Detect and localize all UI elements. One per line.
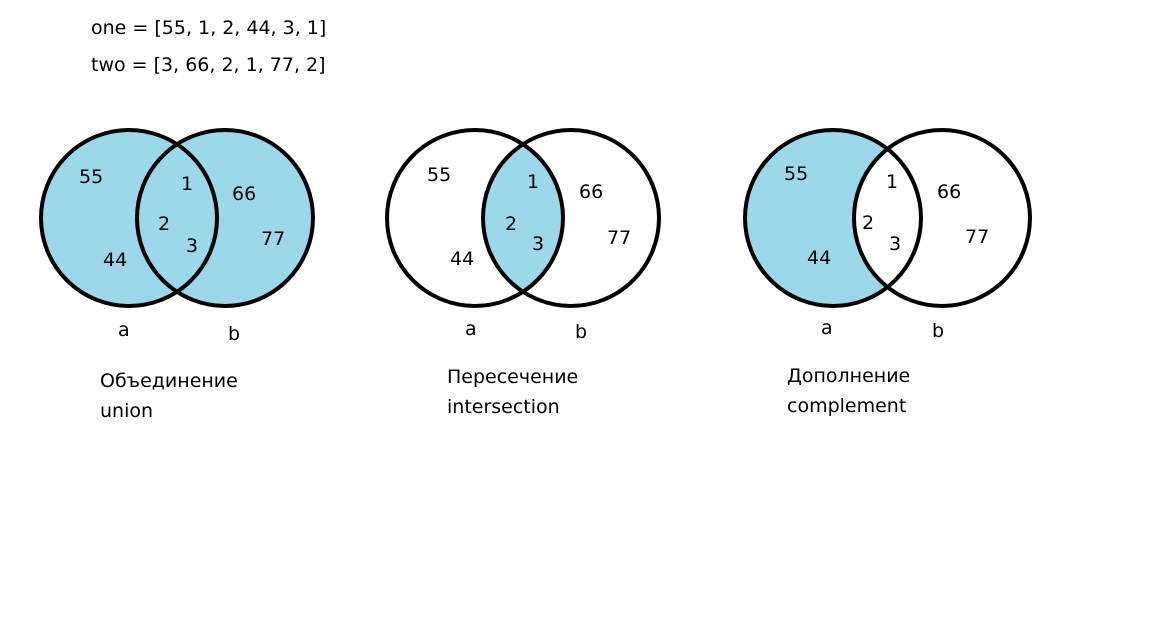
caption-english: union [100, 400, 154, 422]
element-66: 66 [937, 181, 961, 203]
element-1: 1 [886, 171, 898, 193]
element-55: 55 [427, 164, 451, 186]
caption-english: intersection [447, 396, 560, 418]
element-44: 44 [450, 248, 474, 270]
set-a-label: a [465, 318, 477, 340]
element-55: 55 [79, 166, 103, 188]
complement-diagram: 55 44 1 2 3 66 77 a b [743, 128, 1032, 342]
list-one-definition: one = [55, 1, 2, 44, 3, 1] [91, 17, 327, 39]
set-b-circle [852, 128, 1032, 308]
element-3: 3 [532, 233, 544, 255]
caption-russian: Дополнение [787, 365, 911, 387]
element-1: 1 [527, 171, 539, 193]
element-55: 55 [784, 163, 808, 185]
set-b-label: b [575, 321, 587, 343]
intersection-diagram: 55 44 1 2 3 66 77 a b [385, 128, 661, 343]
set-a-circle [385, 128, 565, 308]
element-77: 77 [607, 227, 631, 249]
set-b-circle [135, 128, 315, 308]
element-3: 3 [889, 233, 901, 255]
complement-caption: Дополнение complement [787, 361, 910, 421]
union-fill-b [137, 130, 313, 306]
intersection-fill [483, 130, 563, 306]
set-a-label: a [118, 319, 130, 341]
element-3: 3 [186, 235, 198, 257]
element-2: 2 [505, 213, 517, 235]
element-77: 77 [261, 228, 285, 250]
set-b-label: b [228, 323, 240, 345]
element-1: 1 [181, 173, 193, 195]
set-b-label: b [932, 320, 944, 342]
element-66: 66 [232, 183, 256, 205]
list-two-definition: two = [3, 66, 2, 1, 77, 2] [91, 54, 326, 76]
union-caption: Объединение union [100, 366, 238, 426]
set-a-circle [39, 128, 219, 308]
caption-russian: Объединение [100, 370, 238, 392]
element-44: 44 [103, 249, 127, 271]
set-a-label: a [821, 317, 833, 339]
element-2: 2 [862, 212, 874, 234]
element-77: 77 [965, 226, 989, 248]
element-2: 2 [158, 213, 170, 235]
set-a-circle [743, 128, 923, 308]
element-44: 44 [807, 247, 831, 269]
set-b-circle [481, 128, 661, 308]
caption-russian: Пересечение [447, 366, 579, 388]
element-66: 66 [579, 181, 603, 203]
union-diagram: 55 44 1 2 3 66 77 a b [39, 128, 315, 345]
a-minus-b-fill [745, 130, 921, 306]
intersection-caption: Пересечение intersection [447, 362, 578, 422]
caption-english: complement [787, 395, 907, 417]
